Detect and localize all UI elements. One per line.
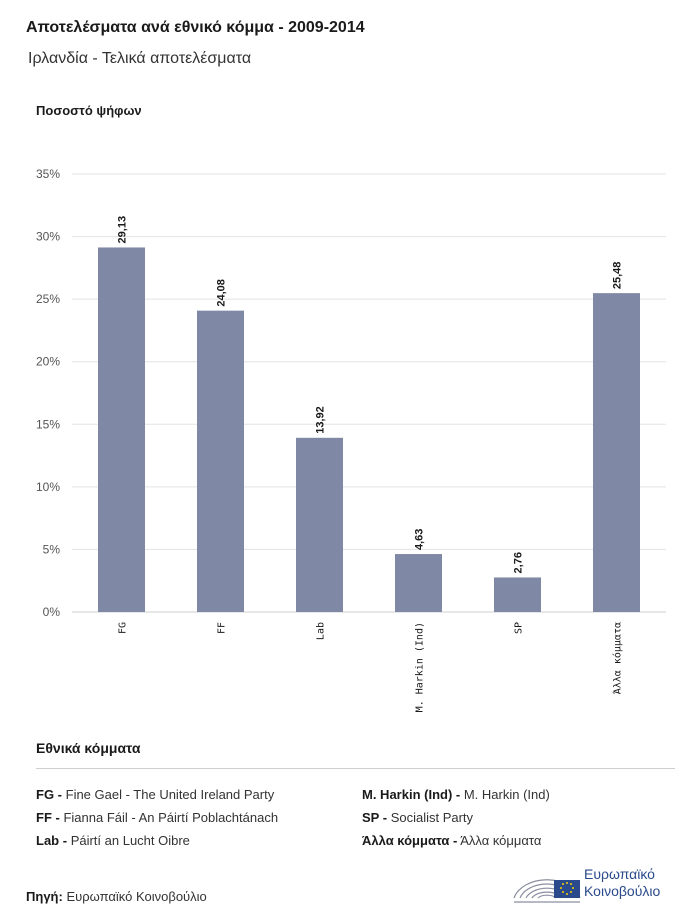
value-labels: 29,13 24,08 13,92 4,63 2,76 25,48: [117, 216, 624, 574]
value-label: 24,08: [216, 279, 228, 307]
legend-code: M. Harkin (Ind) -: [362, 787, 461, 802]
legend-item-fg: FG - Fine Gael - The United Ireland Part…: [36, 787, 274, 802]
chart-title: Αποτελέσματα ανά εθνικό κόμμα - 2009-201…: [26, 19, 365, 36]
legend-item-lab: Lab - Páirtí an Lucht Oibre: [36, 833, 190, 848]
legend-item-ff: FF - Fianna Fáil - An Páirtí Poblachtána…: [36, 810, 278, 825]
bar-chart: 0% 5% 10% 15% 20% 25% 30% 35% 29,13 24,08 13,92 4,…: [36, 167, 666, 712]
legend-code: Άλλα κόμματα -: [362, 833, 458, 848]
x-tick-label: FG: [118, 622, 129, 634]
legend-name: Páirtí an Lucht Oibre: [70, 833, 190, 848]
bars: [98, 247, 640, 612]
value-label: 2,76: [513, 552, 525, 573]
y-tick-label: 15%: [36, 417, 60, 431]
legend-name: M. Harkin (Ind): [463, 787, 550, 802]
legend-divider: [36, 768, 675, 769]
legend-name: Fianna Fáil - An Páirtí Poblachtánach: [63, 810, 279, 825]
x-tick-labels: FG FF Lab M. Harkin (Ind) SP Άλλα κόμματα: [118, 622, 624, 712]
x-tick-label: Lab: [316, 622, 327, 640]
legend-item-sp: SP - Socialist Party: [362, 810, 473, 825]
y-tick-label: 35%: [36, 167, 60, 181]
y-tick-label: 5%: [43, 542, 61, 556]
legend-code: Lab -: [36, 833, 68, 848]
x-tick-label: M. Harkin (Ind): [415, 622, 426, 712]
x-tick-label: SP: [514, 622, 525, 634]
y-axis-label: Ποσοστό ψήφων: [36, 103, 142, 118]
y-tick-label: 30%: [36, 230, 60, 244]
value-label: 25,48: [612, 262, 624, 290]
legend-name: Fine Gael - The United Ireland Party: [65, 787, 275, 802]
legend-item-harkin: M. Harkin (Ind) - M. Harkin (Ind): [362, 787, 550, 802]
legend-item-other: Άλλα κόμματα - Άλλα κόμματα: [362, 833, 541, 848]
x-tick-label: Άλλα κόμματα: [612, 622, 624, 694]
legend-title: Εθνικά κόμματα: [36, 740, 141, 756]
source-label: Πηγή:: [26, 889, 63, 904]
grid-lines: [72, 173, 666, 613]
source-note: Πηγή: Ευρωπαϊκό Κοινοβούλιο: [26, 889, 207, 904]
legend-code: FG -: [36, 787, 62, 802]
bar: [395, 554, 442, 612]
chart-subtitle: Ιρλανδία - Τελικά αποτελέσματα: [28, 50, 252, 67]
bar: [98, 247, 145, 612]
bar: [296, 437, 343, 612]
legend-code: SP -: [362, 810, 388, 825]
bar: [593, 293, 640, 612]
legend-name: Socialist Party: [390, 810, 474, 825]
value-label: 13,92: [315, 406, 327, 434]
y-tick-label: 25%: [36, 292, 60, 306]
y-tick-label: 10%: [36, 480, 60, 494]
european-parliament-logo-icon: [513, 879, 581, 903]
legend-code: FF -: [36, 810, 60, 825]
bar: [494, 577, 541, 612]
value-label: 4,63: [414, 529, 426, 550]
logo-line2: Κοινοβούλιο: [584, 883, 661, 899]
x-tick-label: FF: [217, 622, 228, 634]
y-tick-labels: 0% 5% 10% 15% 20% 25% 30% 35%: [36, 167, 60, 619]
y-tick-label: 20%: [36, 355, 60, 369]
logo-line1: Ευρωπαϊκό: [584, 866, 655, 882]
legend-name: Άλλα κόμματα: [460, 833, 542, 848]
logo-text: Ευρωπαϊκό Κοινοβούλιο: [584, 866, 660, 900]
bar: [197, 310, 244, 612]
value-label: 29,13: [117, 216, 129, 244]
source-value: Ευρωπαϊκό Κοινοβούλιο: [66, 889, 207, 904]
y-tick-label: 0%: [43, 605, 61, 619]
